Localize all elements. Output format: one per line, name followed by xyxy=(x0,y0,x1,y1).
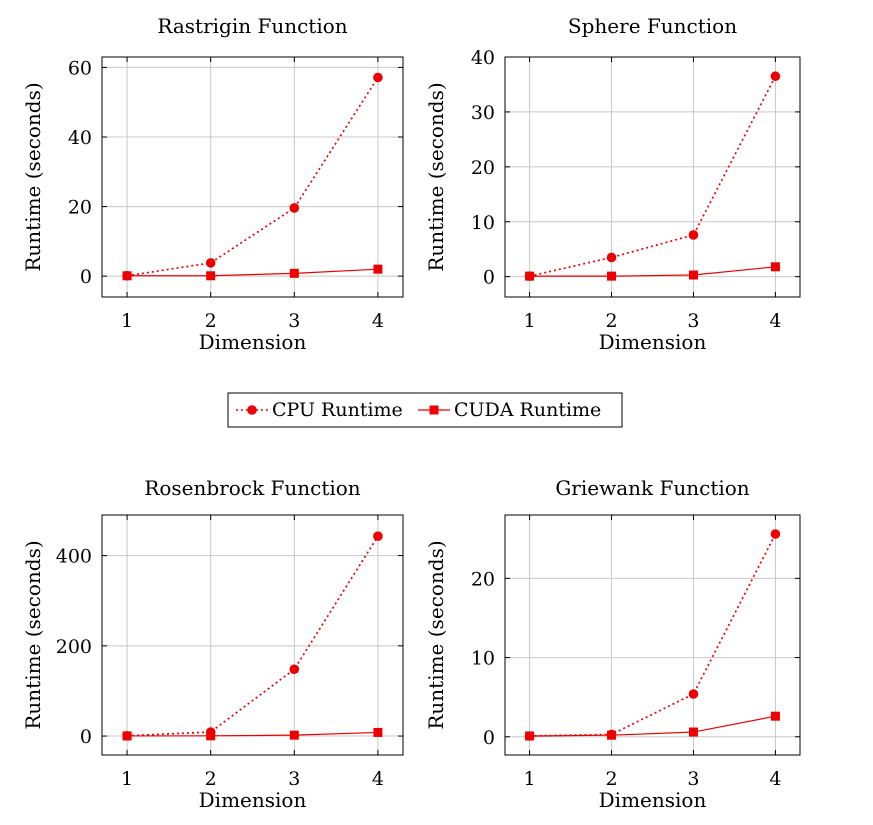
series-line-cuda xyxy=(127,268,378,277)
x-tick-label: 4 xyxy=(372,768,384,790)
x-tick-label: 2 xyxy=(605,310,617,332)
chart-title: Rosenbrock Function xyxy=(144,476,360,500)
y-axis-label: Runtime (seconds) xyxy=(424,540,448,729)
point-cuda xyxy=(770,262,780,272)
point-cuda xyxy=(206,731,216,741)
point-cpu xyxy=(289,203,300,213)
legend-cpu-label: CPU Runtime xyxy=(272,399,403,421)
point-cuda xyxy=(122,731,132,741)
x-tick-label: 3 xyxy=(288,310,300,332)
y-tick-label: 200 xyxy=(56,636,92,658)
x-tick-label: 4 xyxy=(769,310,781,332)
x-tick-label: 3 xyxy=(288,768,300,790)
point-cpu xyxy=(289,664,300,675)
legend: CPU Runtime CUDA Runtime xyxy=(227,392,623,428)
point-cuda xyxy=(525,731,535,741)
point-cpu xyxy=(373,72,383,83)
y-tick-label: 0 xyxy=(483,267,495,289)
point-cpu xyxy=(770,529,781,539)
chart-title: Sphere Function xyxy=(568,14,737,38)
x-tick-label: 4 xyxy=(769,768,781,790)
y-tick-label: 0 xyxy=(80,266,92,288)
point-cuda xyxy=(122,271,132,281)
x-tick-label: 3 xyxy=(687,768,699,790)
y-tick-label: 0 xyxy=(483,727,495,749)
series-line-cpu xyxy=(529,533,777,737)
plot-frame xyxy=(101,514,404,756)
series-line-cpu xyxy=(529,75,777,277)
x-tick-label: 1 xyxy=(524,768,536,790)
point-cuda xyxy=(289,268,299,278)
point-cpu xyxy=(688,689,699,699)
y-tick-label: 20 xyxy=(471,157,495,179)
point-cuda xyxy=(688,270,698,280)
y-tick-label: 40 xyxy=(471,47,495,69)
x-axis-label: Dimension xyxy=(199,788,307,812)
x-tick-label: 4 xyxy=(372,310,384,332)
y-tick-label: 20 xyxy=(68,197,92,219)
point-cuda xyxy=(525,271,535,281)
y-tick-label: 40 xyxy=(68,127,92,149)
series-line-cpu xyxy=(126,77,379,277)
point-cuda xyxy=(206,271,216,281)
series-line-cuda xyxy=(529,266,776,277)
chart-panel-3: 1 2 3 4 0 200 400 Rosenbrock Function Dimension R… xyxy=(21,476,404,812)
plot-frame xyxy=(504,514,801,756)
point-cuda xyxy=(607,271,617,281)
y-tick-label: 60 xyxy=(68,57,92,79)
x-axis-label: Dimension xyxy=(199,330,307,354)
plot-frame xyxy=(504,56,801,298)
x-tick-label: 3 xyxy=(687,310,699,332)
y-axis-label: Runtime (seconds) xyxy=(21,82,45,271)
y-tick-label: 400 xyxy=(56,546,92,568)
y-axis-label: Runtime (seconds) xyxy=(424,82,448,271)
point-cuda xyxy=(289,730,299,740)
y-axis-label: Runtime (seconds) xyxy=(21,540,45,729)
point-cpu xyxy=(688,230,699,240)
point-cpu xyxy=(373,531,383,542)
x-tick-label: 2 xyxy=(205,768,217,790)
legend-cuda-marker xyxy=(429,405,439,415)
x-tick-label: 1 xyxy=(121,310,133,332)
point-cuda xyxy=(688,727,698,737)
point-cuda xyxy=(770,711,780,721)
y-tick-label: 10 xyxy=(471,212,495,234)
x-tick-label: 1 xyxy=(524,310,536,332)
y-tick-label: 10 xyxy=(471,648,495,670)
chart-title: Rastrigin Function xyxy=(157,14,347,38)
series-line-cpu xyxy=(127,535,379,737)
y-tick-label: 20 xyxy=(471,568,495,590)
x-axis-label: Dimension xyxy=(599,330,707,354)
x-tick-label: 1 xyxy=(121,768,133,790)
plot-frame xyxy=(101,56,404,298)
point-cpu xyxy=(770,71,781,82)
x-tick-label: 2 xyxy=(605,768,617,790)
point-cuda xyxy=(373,727,383,737)
x-axis-label: Dimension xyxy=(599,788,707,812)
chart-title: Griewank Function xyxy=(555,476,749,500)
legend-cuda-label: CUDA Runtime xyxy=(454,399,601,421)
legend-cpu-marker xyxy=(247,405,257,415)
y-tick-label: 30 xyxy=(471,102,495,124)
series-line-cuda xyxy=(529,715,776,737)
point-cpu xyxy=(205,258,216,268)
point-cpu xyxy=(606,252,617,263)
point-cuda xyxy=(607,730,617,740)
x-tick-label: 2 xyxy=(205,310,217,332)
chart-panel-4: 1 2 3 4 0 10 20 Griewank Function Dimension Runti… xyxy=(424,476,801,812)
series-line-cuda xyxy=(127,731,378,737)
point-cuda xyxy=(373,264,383,274)
y-tick-label: 0 xyxy=(80,726,92,748)
